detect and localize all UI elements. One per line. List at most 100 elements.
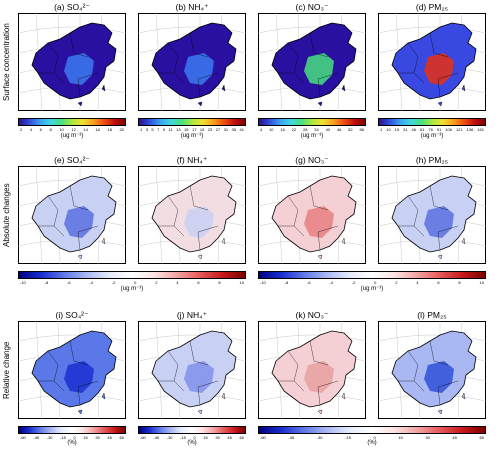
colorbar-tick: 61	[419, 127, 425, 132]
colorbar-tick: 2	[20, 127, 23, 132]
colorbar-tick: 30	[215, 435, 220, 440]
map-panel: (e) SO₄²⁻	[18, 155, 126, 264]
hainan-island	[77, 254, 83, 260]
colorbar-tick: 4	[176, 280, 179, 285]
hotspot-region	[424, 361, 454, 393]
colorbar-tick: 8	[218, 280, 221, 285]
colorbar-tick: -15	[60, 435, 66, 440]
colorbar-tick: 52	[348, 127, 353, 132]
colorbar-tick: 31	[403, 127, 408, 132]
hainan-island	[197, 254, 203, 260]
taiwan-island	[221, 392, 226, 400]
colorbar-tick: 19	[199, 127, 205, 132]
colorbar-tick: 8	[458, 280, 461, 285]
map-panel: (j) NH₄⁺	[138, 310, 246, 419]
colorbar-unit: (%)	[67, 440, 77, 446]
colorbar-tick: 4	[260, 127, 263, 132]
colorbar-tick: -45	[33, 435, 40, 440]
colorbar-tick: 2	[155, 280, 158, 285]
hotspot-region	[424, 206, 454, 238]
colorbar: -10 -8 -6 -4 -2 0 2 4 6 8 10 (ug m⁻³)	[18, 271, 246, 292]
map-panel: (g) NO₃⁻	[258, 155, 366, 264]
colorbar-tick: -4	[89, 280, 93, 285]
colorbar-gradient	[138, 426, 246, 434]
colorbar-tick: 91	[436, 127, 442, 132]
map-panel: (l) PM₂₅	[378, 310, 486, 419]
colorbar-tick: 0	[374, 280, 377, 285]
panel-title: (i) SO₄²⁻	[55, 310, 89, 320]
colorbar-tick: -10	[20, 280, 26, 285]
hainan-island	[197, 409, 203, 415]
hainan-island	[437, 409, 443, 415]
china-map	[378, 321, 486, 419]
panel-title: (k) NO₃⁻	[295, 310, 329, 320]
hotspot-region	[184, 361, 214, 393]
colorbar-unit: (ug m⁻³)	[300, 133, 324, 139]
colorbar-tick: 45	[452, 435, 457, 440]
taiwan-island	[221, 84, 226, 92]
colorbar-tick: 15	[184, 127, 189, 132]
colorbar-tick: 60	[239, 435, 244, 440]
colorbar-tick: 6	[39, 127, 42, 132]
colorbar-tick: 4	[29, 127, 33, 132]
colorbar-gradient	[18, 426, 126, 434]
colorbar-tick: -15	[180, 435, 186, 440]
colorbar-tick: -45	[288, 435, 295, 440]
colorbar-tick: 106	[445, 127, 452, 132]
colorbar-tick: 22	[291, 127, 297, 132]
colorbar-tick: 8	[49, 127, 52, 132]
colorbar-tick: 0	[193, 435, 196, 440]
taiwan-island	[101, 392, 106, 400]
colorbar-tick: 45	[227, 435, 232, 440]
china-map	[18, 13, 126, 111]
colorbar-tick: -2	[111, 280, 116, 285]
colorbar-tick: -60	[140, 435, 146, 440]
colorbar-tick: -30	[46, 435, 53, 440]
colorbar-tick: 40	[325, 127, 331, 132]
hainan-island	[317, 101, 323, 107]
colorbar-tick: 46	[336, 127, 342, 132]
colorbar: 1 3 5 7 9 11 13 15 17 19 23 27 31 35 41 (ug m⁻³)	[138, 118, 246, 139]
colorbar-gradient	[258, 118, 366, 126]
colorbar-unit: (ug m⁻³)	[120, 286, 144, 292]
colorbar-tick: 1	[140, 127, 143, 132]
colorbar-tick: 20	[119, 127, 124, 132]
hotspot-region	[64, 361, 94, 393]
colorbar: -60 -45 -30 -15 0 15 30 45 60 (%)	[18, 426, 126, 446]
colorbar-tick: 0	[73, 435, 76, 440]
colorbar-tick: 9	[162, 127, 166, 132]
colorbar-tick: -8	[44, 280, 49, 285]
colorbar: -10 -8 -6 -4 -2 0 2 4 6 8 10 (ug m⁻³)	[258, 271, 486, 292]
colorbar-tick: -60	[20, 435, 26, 440]
china-map	[258, 13, 366, 111]
colorbar-tick: -15	[345, 435, 351, 440]
colorbar-gradient	[378, 118, 486, 126]
hotspot-region	[64, 53, 94, 85]
panel-title: (d) PM₂₅	[415, 2, 449, 12]
colorbar-tick: 12	[71, 127, 76, 132]
colorbar-tick: 6	[197, 280, 200, 285]
map-panel: (d) PM₂₅	[378, 2, 486, 111]
colorbar-tick: -60	[260, 435, 266, 440]
colorbar-tick: 151	[477, 127, 484, 132]
row-label-surface: Surface concentration	[2, 23, 11, 101]
taiwan-island	[341, 392, 346, 400]
taiwan-island	[341, 237, 346, 245]
colorbar-tick: -2	[351, 280, 356, 285]
colorbar-tick: 121	[455, 127, 463, 132]
china-map	[138, 166, 246, 264]
panel-title: (c) NO₃⁻	[295, 2, 329, 12]
hotspot-region	[304, 361, 334, 393]
hainan-island	[77, 101, 83, 107]
colorbar-gradient	[258, 271, 486, 279]
colorbar-tick: 0	[134, 280, 137, 285]
colorbar-tick: 2	[395, 280, 398, 285]
hainan-island	[317, 254, 323, 260]
china-map	[378, 166, 486, 264]
china-map	[138, 13, 246, 111]
panel-title: (l) PM₂₅	[417, 310, 447, 320]
china-map	[258, 166, 366, 264]
map-panel: (c) NO₃⁻	[258, 2, 366, 111]
colorbar: -60 -45 -30 -15 0 15 30 45 60 (%)	[258, 426, 486, 446]
colorbar-tick: 4	[416, 280, 419, 285]
